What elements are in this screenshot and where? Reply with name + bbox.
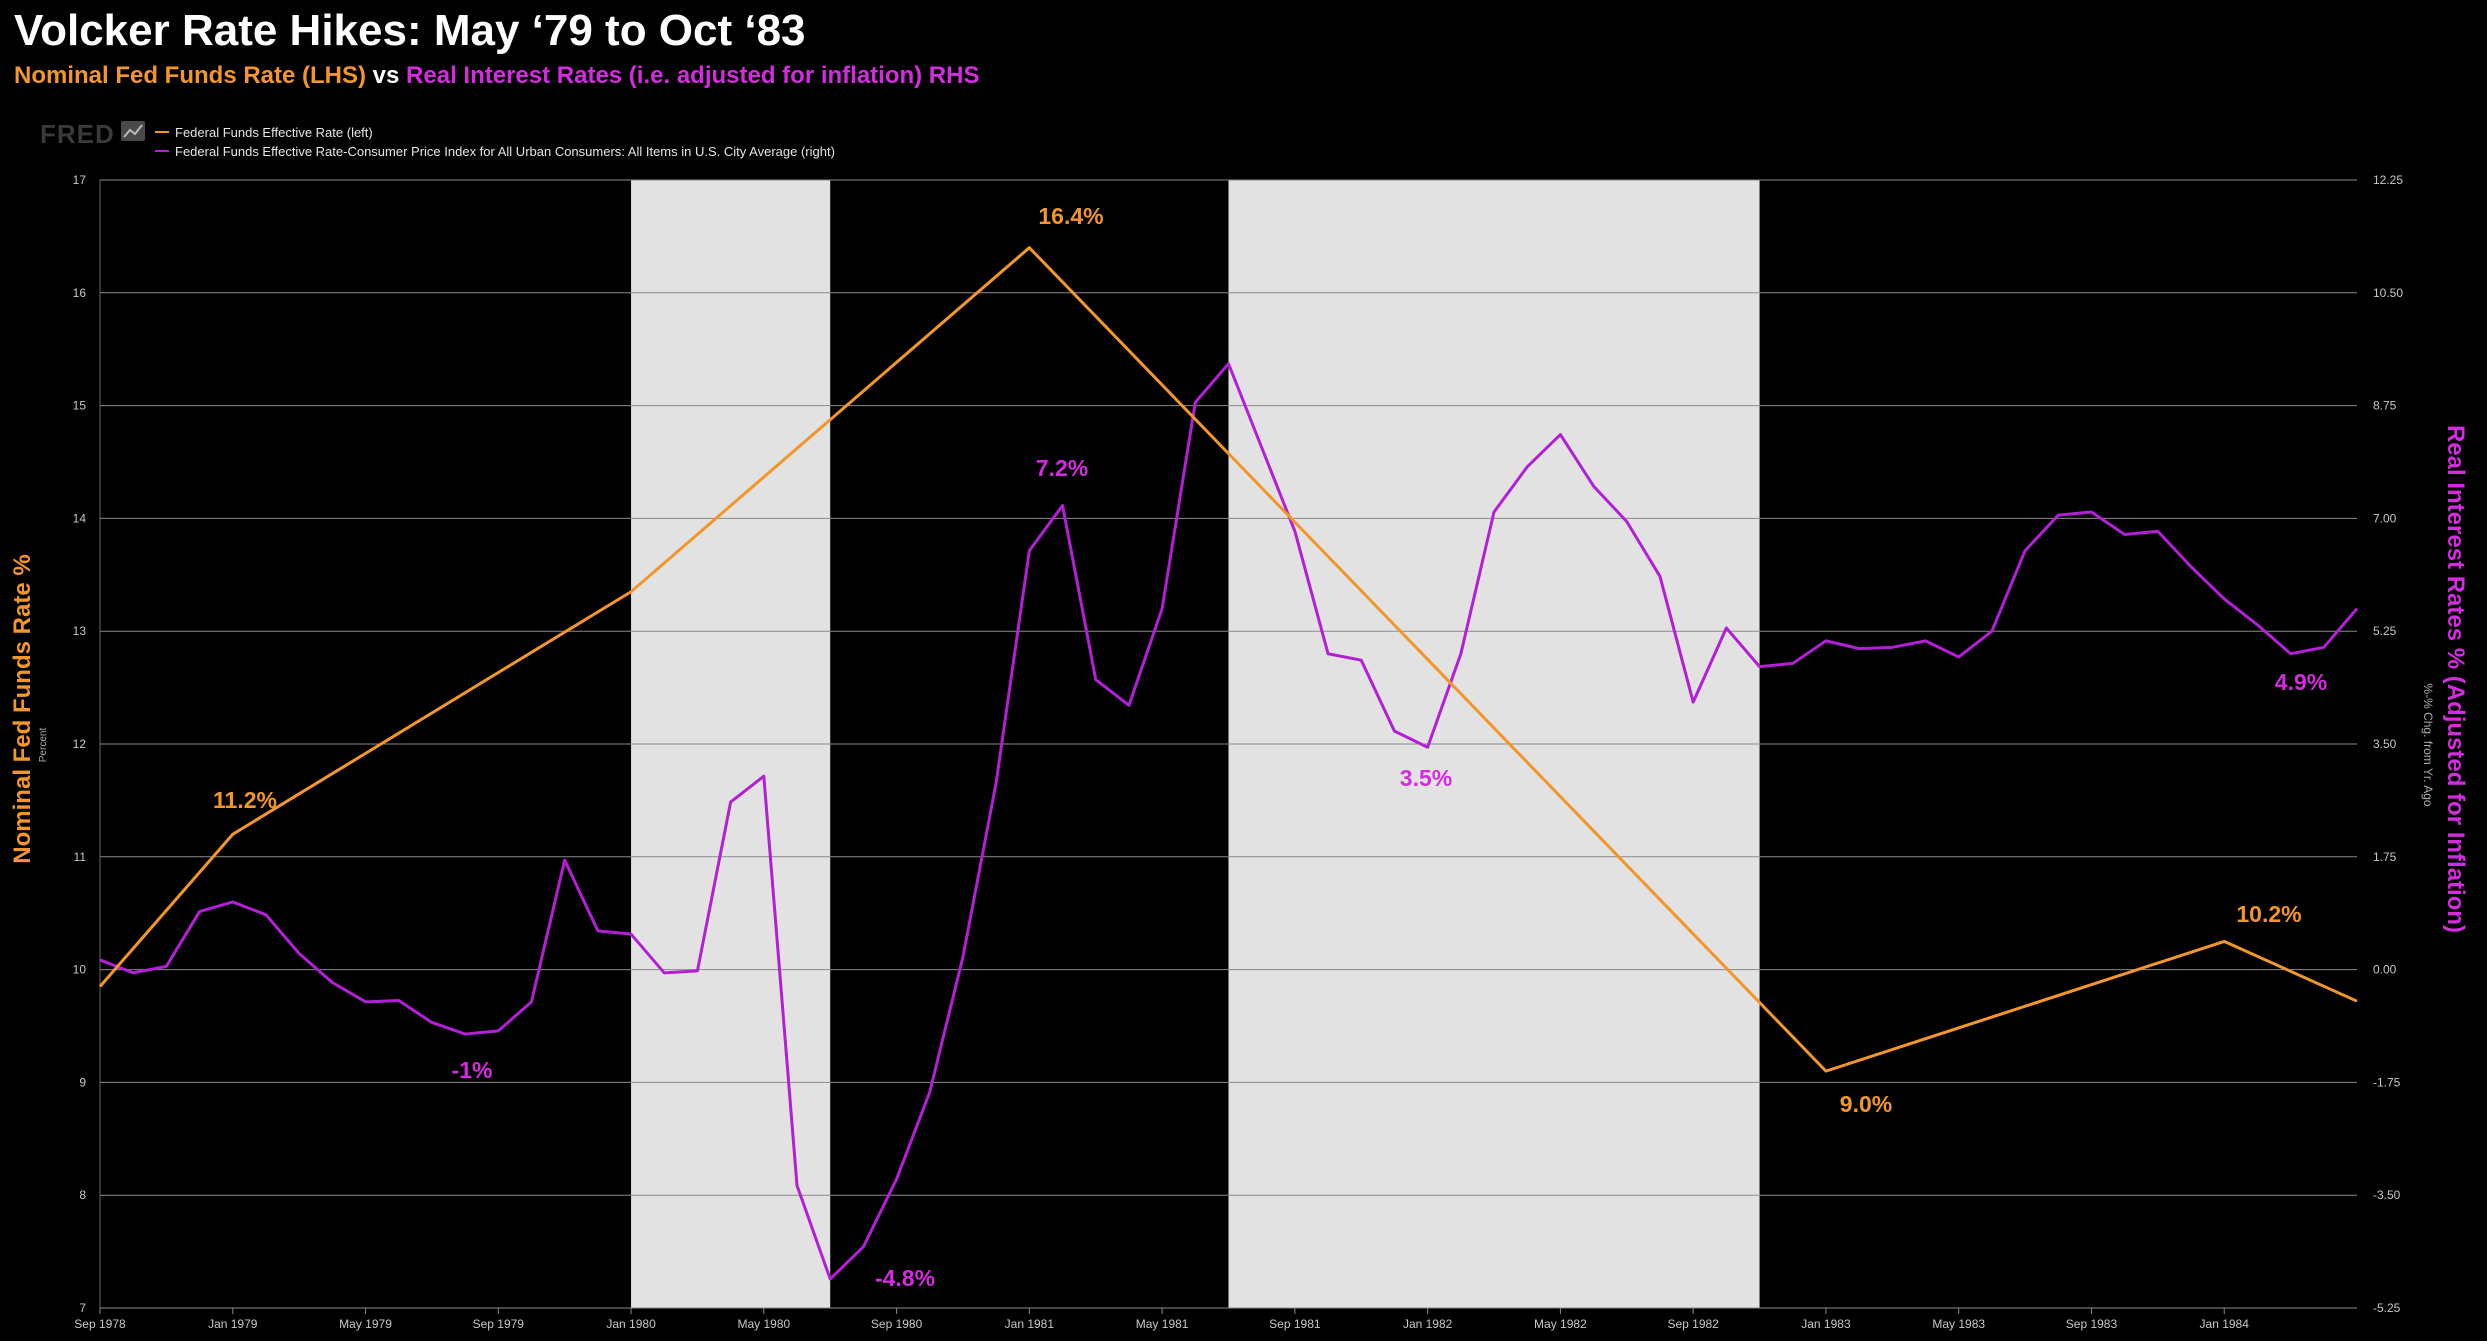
legend: Federal Funds Effective Rate (left) Fede… bbox=[155, 125, 835, 159]
x-tick-label: May 1983 bbox=[1932, 1317, 1985, 1331]
right-tick-label: 7.00 bbox=[2373, 511, 2397, 525]
left-tick-label: 17 bbox=[73, 173, 87, 187]
nominal-rate-line bbox=[98, 246, 2358, 1073]
left-tick-label: 12 bbox=[73, 737, 87, 751]
right-axis-sublabel: %-% Chg. from Yr. Ago bbox=[2421, 683, 2435, 806]
series-lines bbox=[98, 246, 2359, 1281]
left-tick-label: 14 bbox=[73, 511, 87, 525]
right-tick-label: 12.25 bbox=[2373, 173, 2403, 187]
left-tick-label: 15 bbox=[73, 399, 87, 413]
left-tick-label: 9 bbox=[79, 1075, 86, 1089]
x-tick-label: Sep 1979 bbox=[473, 1317, 525, 1331]
fred-logo: FRED bbox=[40, 119, 145, 149]
left-tick-label: 7 bbox=[79, 1301, 86, 1315]
fred-chart-icon bbox=[121, 121, 145, 141]
annotation-nominal: 9.0% bbox=[1840, 1091, 1892, 1117]
x-tick-label: Sep 1982 bbox=[1667, 1317, 1719, 1331]
right-tick-label: -3.50 bbox=[2373, 1188, 2401, 1202]
left-tick-label: 13 bbox=[73, 624, 87, 638]
gridlines bbox=[99, 179, 2357, 1309]
left-tick-label: 8 bbox=[79, 1188, 86, 1202]
right-tick-label: -5.25 bbox=[2373, 1301, 2401, 1315]
annotation-real: -4.8% bbox=[875, 1265, 935, 1291]
subtitle-nominal-label: Nominal Fed Funds Rate (LHS) bbox=[14, 62, 367, 89]
right-tick-label: 8.75 bbox=[2373, 399, 2397, 413]
fred-chart-icon-line bbox=[123, 124, 143, 138]
x-tick-label: May 1979 bbox=[339, 1317, 392, 1331]
annotation-nominal: 16.4% bbox=[1038, 203, 1103, 229]
annotation-nominal: 10.2% bbox=[2236, 901, 2301, 927]
left-tick-label: 10 bbox=[73, 963, 87, 977]
legend-label-real: Federal Funds Effective Rate-Consumer Pr… bbox=[175, 144, 835, 159]
subtitle-real-label: Real Interest Rates (i.e. adjusted for i… bbox=[406, 62, 980, 89]
left-axis-sublabel: Percent bbox=[38, 728, 49, 763]
x-tick-label: May 1980 bbox=[737, 1317, 790, 1331]
annotation-real: -1% bbox=[452, 1057, 493, 1083]
annotation-nominal: 11.2% bbox=[213, 787, 277, 813]
x-tick-label: May 1982 bbox=[1534, 1317, 1587, 1331]
x-tick-label: Sep 1983 bbox=[2066, 1317, 2118, 1331]
right-tick-label: 1.75 bbox=[2373, 850, 2397, 864]
annotation-real: 3.5% bbox=[1400, 765, 1452, 791]
x-tick-label: Sep 1980 bbox=[871, 1317, 923, 1331]
right-axis-ticks: 12.25 10.50 8.75 7.00 5.25 3.50 1.75 0.00 -1.75 -… bbox=[2373, 173, 2403, 1315]
right-tick-label: -1.75 bbox=[2373, 1075, 2401, 1089]
fred-logo-text: FRED bbox=[40, 119, 115, 149]
x-tick-label: Jan 1984 bbox=[2200, 1317, 2250, 1331]
x-tick-label: Jan 1981 bbox=[1005, 1317, 1055, 1331]
subtitle-vs-label: vs bbox=[366, 62, 407, 89]
right-tick-label: 10.50 bbox=[2373, 286, 2403, 300]
x-tick-label: Sep 1978 bbox=[74, 1317, 126, 1331]
left-tick-label: 16 bbox=[73, 286, 87, 300]
annotations: 11.2% 16.4% 9.0% 10.2% -1% -4.8% 7.2% 3.5% 4.9% bbox=[213, 203, 2327, 1291]
x-tick-label: Jan 1983 bbox=[1801, 1317, 1851, 1331]
real-rate-line bbox=[99, 362, 2359, 1281]
annotation-real: 7.2% bbox=[1036, 455, 1088, 481]
right-tick-label: 0.00 bbox=[2373, 963, 2397, 977]
x-tick-label: Jan 1979 bbox=[208, 1317, 258, 1331]
legend-label-nominal: Federal Funds Effective Rate (left) bbox=[175, 125, 373, 140]
left-axis-title: Nominal Fed Funds Rate % bbox=[9, 554, 36, 863]
annotation-real: 4.9% bbox=[2275, 669, 2327, 695]
right-tick-label: 5.25 bbox=[2373, 624, 2397, 638]
page-title: Volcker Rate Hikes: May ‘79 to Oct ‘83 bbox=[14, 6, 806, 55]
x-tick-label: Jan 1982 bbox=[1403, 1317, 1453, 1331]
page-subtitle: Nominal Fed Funds Rate (LHS) vs Real Int… bbox=[14, 62, 979, 90]
x-tick-label: Sep 1981 bbox=[1269, 1317, 1321, 1331]
left-tick-label: 11 bbox=[74, 850, 87, 864]
left-axis-ticks: 7 8 9 10 11 12 13 14 15 16 17 bbox=[73, 173, 87, 1315]
right-tick-label: 3.50 bbox=[2373, 737, 2397, 751]
x-axis-ticks: Sep 1978 Jan 1979 May 1979 Sep 1979 Jan 1980… bbox=[74, 1308, 2249, 1331]
right-axis-title: Real Interest Rates % (Adjusted for Infl… bbox=[2442, 425, 2469, 933]
x-tick-label: Jan 1980 bbox=[606, 1317, 656, 1331]
x-tick-label: May 1981 bbox=[1136, 1317, 1189, 1331]
